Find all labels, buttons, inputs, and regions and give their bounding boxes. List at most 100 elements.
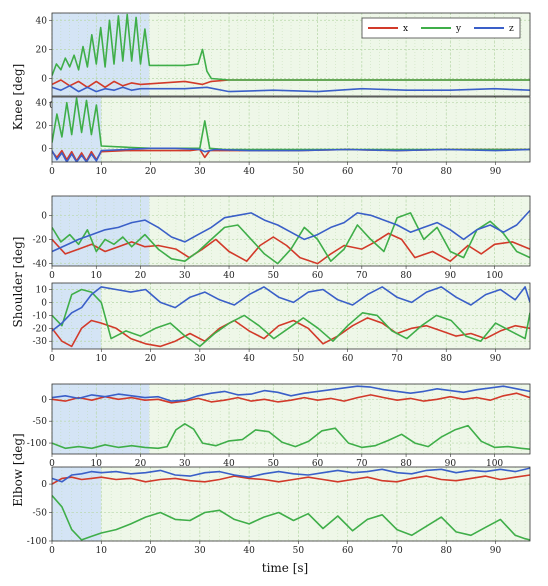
y-tick-label: 0 (41, 395, 47, 405)
panels-layer: 0102030405060708090100402000102030405060… (27, 12, 531, 556)
panel-frame (51, 466, 531, 542)
series-line-z (52, 385, 530, 402)
y-tick-label: 0 (41, 144, 47, 154)
panel-6: 0 10 20 30 40 50 60 70 80 90 0 -50 -100 (27, 466, 531, 556)
plot-background (52, 283, 530, 349)
x-tick-label: 40 (243, 354, 255, 364)
x-tick-label: 10 (96, 546, 108, 556)
y-tick-label: -100 (27, 537, 47, 547)
x-tick-label: 50 (268, 459, 280, 469)
x-tick-label: 100 (486, 459, 503, 469)
legend-label-x: x (403, 24, 408, 34)
x-tick-label: 100 (486, 271, 503, 281)
series-line-z (52, 85, 530, 93)
legend-label-y: y (455, 24, 462, 34)
x-tick-label: 10 (91, 271, 103, 281)
x-tick-label: 90 (445, 459, 457, 469)
panel-frame (51, 282, 531, 350)
x-tick-label: 0 (49, 271, 55, 281)
x-tick-label: 20 (145, 167, 157, 177)
x-tick-label: 0 (49, 167, 55, 177)
series-line-y (52, 212, 530, 265)
panel-frame (51, 195, 531, 267)
panel-2: 0 10 20 30 40 50 60 70 80 90 40 20 0 (36, 96, 531, 177)
x-tick-label: 30 (194, 167, 206, 177)
x-tick-label: 30 (179, 459, 191, 469)
y-tick-label: -100 (27, 439, 47, 449)
x-tick-label: 60 (342, 167, 354, 177)
x-tick-label: 50 (293, 167, 305, 177)
x-tick-label: 10 (96, 167, 108, 177)
x-axis-label: time [s] (262, 561, 308, 575)
x-tick-label: 20 (135, 459, 147, 469)
y-tick-label: -10 (33, 311, 48, 321)
x-tick-label: 0 (49, 459, 55, 469)
series-group (52, 209, 530, 265)
panel-frame (51, 96, 531, 163)
x-tick-label: 40 (243, 546, 255, 556)
x-tick-label: 0 (49, 546, 55, 556)
y-tick-label: -20 (33, 324, 48, 334)
y-tick-label: 0 (41, 211, 47, 221)
series-line-z (52, 286, 530, 332)
x-tick-label: 60 (312, 271, 324, 281)
x-tick-label: 80 (441, 167, 453, 177)
x-tick-label: 30 (179, 271, 191, 281)
y-tick-label: 20 (36, 45, 48, 55)
series-line-y (52, 423, 530, 450)
y-tick-label: -50 (33, 509, 48, 519)
x-tick-label: 70 (356, 271, 368, 281)
y-tick-label: -30 (33, 337, 48, 347)
series-group (52, 385, 530, 450)
x-tick-label: 20 (135, 271, 147, 281)
legend-label-z: z (509, 24, 514, 34)
legend: x y z (361, 17, 521, 39)
series-line-x (52, 392, 530, 404)
series-line-x (52, 232, 530, 265)
ylabel-elbow: Elbow [deg] (11, 433, 25, 506)
series-line-y (52, 13, 530, 81)
x-tick-label: 40 (243, 167, 255, 177)
x-tick-label: 70 (391, 354, 403, 364)
ylabel-shoulder: Shoulder [deg] (11, 237, 25, 328)
x-tick-label: 60 (312, 459, 324, 469)
panel-5: 0 10 20 30 40 50 60 70 80 90 100 0 -50 -100 (27, 383, 531, 469)
x-tick-label: 40 (223, 271, 235, 281)
x-tick-label: 10 (96, 354, 108, 364)
x-tick-label: 90 (490, 546, 502, 556)
series-group (52, 97, 530, 162)
y-tick-label: 20 (36, 122, 48, 132)
x-tick-label: 30 (194, 354, 206, 364)
x-tick-label: 40 (223, 459, 235, 469)
y-tick-label: -50 (33, 417, 48, 427)
x-tick-label: 30 (194, 546, 206, 556)
y-tick-label: 0 (41, 298, 47, 308)
x-tick-label: 80 (441, 354, 453, 364)
x-tick-label: 70 (391, 546, 403, 556)
series-line-z (52, 147, 530, 162)
x-tick-label: 80 (400, 459, 412, 469)
highlight-region (52, 97, 102, 162)
y-tick-label: -20 (33, 235, 48, 245)
panel-3: 0 10 20 30 40 50 60 70 80 90 100 0 -20 -40 (33, 195, 531, 281)
series-group (52, 286, 530, 348)
y-tick-label: 0 (41, 75, 47, 85)
panel-frame (51, 383, 531, 455)
series-line-y (52, 288, 530, 348)
series-group (52, 13, 530, 93)
y-tick-label: -40 (33, 260, 48, 270)
y-tick-label: 0 (41, 480, 47, 490)
x-tick-label: 60 (342, 546, 354, 556)
series-line-z (52, 467, 530, 483)
y-tick-label: 10 (36, 285, 48, 295)
x-tick-label: 10 (91, 459, 103, 469)
x-tick-label: 70 (356, 459, 368, 469)
x-tick-label: 70 (391, 167, 403, 177)
x-tick-label: 80 (441, 546, 453, 556)
ylabel-knee: Knee [deg] (11, 64, 25, 131)
x-tick-label: 50 (293, 546, 305, 556)
y-tick-label: 40 (36, 16, 48, 26)
y-tick-label: 40 (36, 99, 48, 109)
